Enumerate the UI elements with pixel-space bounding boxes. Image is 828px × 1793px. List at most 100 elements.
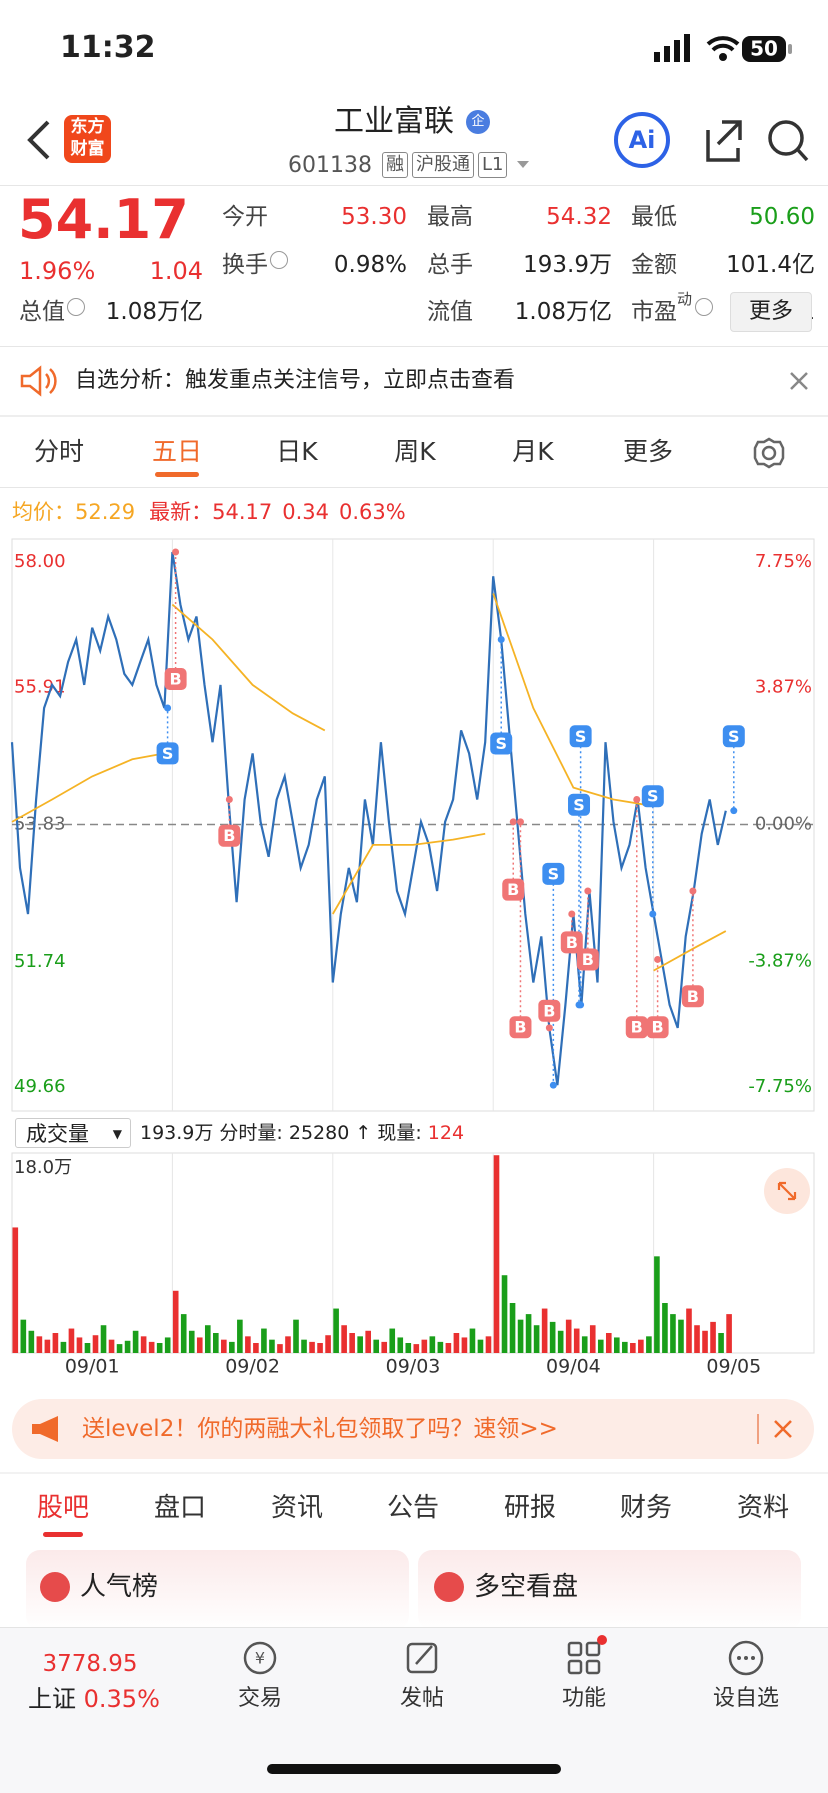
back-button[interactable] (24, 118, 54, 162)
card[interactable] (26, 1550, 409, 1630)
volume-selector[interactable]: 成交量 ▼ (15, 1118, 131, 1148)
period-tab[interactable]: 周K (394, 437, 436, 466)
ad-text[interactable]: 送level2！你的两融大礼包领取了吗？速领>> (82, 1416, 558, 1442)
share-button[interactable] (706, 120, 742, 162)
volume-bar (429, 1336, 436, 1353)
index-row[interactable]: 上证 0.35% (28, 1679, 160, 1719)
more-button[interactable]: 更多 (730, 292, 812, 332)
info-icon[interactable] (270, 251, 288, 269)
marker-dot (654, 955, 662, 963)
field-label: 换手 (222, 252, 268, 278)
marker-label: S (573, 795, 585, 814)
volume-bar (229, 1341, 235, 1353)
nav-label[interactable]: 交易 (237, 1686, 282, 1711)
volume-bar (493, 1155, 500, 1353)
badge: 企 (466, 110, 490, 134)
ad-banner[interactable] (12, 1399, 814, 1459)
volume-bar (237, 1319, 243, 1353)
nav-label[interactable]: 设自选 (712, 1686, 779, 1711)
y-tick-label: 58.00 (14, 551, 66, 572)
nav-label[interactable]: 发帖 (399, 1686, 444, 1711)
section-tab[interactable]: 资讯 (270, 1493, 323, 1523)
x-tick-label: 09/03 (386, 1356, 441, 1378)
nav-icon[interactable] (564, 1635, 608, 1682)
period-tab[interactable]: 分时 (33, 437, 84, 466)
volume-bar (341, 1325, 347, 1353)
volume-bar (646, 1336, 652, 1353)
settings-button[interactable] (752, 436, 786, 470)
card-title: 多空看盘 (474, 1572, 579, 1602)
section-tab[interactable]: 研报 (503, 1493, 556, 1523)
card[interactable] (418, 1550, 801, 1630)
period-tab[interactable]: 更多 (622, 437, 673, 466)
field-label: 最低 (631, 204, 677, 230)
marker-label: B (543, 1001, 555, 1020)
info-icon[interactable] (67, 298, 85, 316)
dropdown-caret[interactable] (511, 158, 535, 172)
nav-label[interactable]: 功能 (561, 1686, 606, 1711)
stock-tag: 沪股通 (411, 152, 474, 178)
y-tick-label: 18.0万 (14, 1157, 72, 1178)
search-button[interactable] (768, 120, 804, 156)
nav-icon[interactable]: ¥ (240, 1638, 284, 1682)
period-tab[interactable]: 月K (512, 437, 554, 466)
volume-bar (541, 1308, 548, 1353)
info-icon[interactable] (695, 298, 713, 316)
x-tick-label: 09/04 (546, 1356, 601, 1378)
volume-bar (68, 1328, 75, 1353)
expand-button[interactable] (764, 1168, 810, 1214)
notice-text[interactable]: 自选分析：触发重点关注信号，立即点击查看 (75, 368, 516, 393)
volume-bar (156, 1343, 163, 1353)
field-value: 101.4亿 (726, 252, 815, 278)
close-button[interactable] (788, 370, 810, 392)
volume-total: 193.9万 (140, 1122, 214, 1144)
marker-label: S (647, 787, 659, 806)
ad-divider (757, 1414, 759, 1444)
card-icon (434, 1572, 464, 1602)
volume-bar (614, 1337, 620, 1353)
marker-badge (490, 732, 513, 755)
section-tab[interactable]: 公告 (386, 1493, 439, 1523)
ad-close[interactable] (773, 1419, 793, 1439)
volume-bar (581, 1336, 588, 1353)
marker-dot (584, 887, 592, 895)
volume-bar (293, 1319, 299, 1353)
marker-dot (516, 818, 524, 826)
period-tab[interactable]: 日K (276, 437, 318, 466)
section-tab[interactable]: 资料 (736, 1493, 789, 1523)
section-tab[interactable]: 盘口 (153, 1493, 206, 1523)
volume-bar (557, 1330, 564, 1353)
stock-tag: L1 (477, 152, 508, 178)
volume-bar (325, 1335, 331, 1353)
volume-bar (654, 1256, 660, 1353)
volume-bar (213, 1333, 219, 1353)
volume-bar (702, 1330, 708, 1353)
y2-tick-label: -7.75% (748, 1076, 812, 1097)
marker-label: B (566, 933, 578, 952)
section-tab[interactable]: 财务 (619, 1493, 672, 1523)
ai-button[interactable] (614, 112, 670, 168)
status-icons: 50 (654, 34, 792, 62)
volume-bar (445, 1343, 452, 1353)
y2-tick-label: 7.75% (755, 551, 812, 572)
volume-bar (638, 1339, 644, 1353)
field-value: 50.60 (749, 204, 815, 230)
volume-bar (453, 1333, 460, 1353)
nav-icon[interactable] (402, 1638, 446, 1682)
marker-dot (577, 1001, 585, 1009)
index-value[interactable]: 3778.95 (42, 1651, 138, 1677)
last-change: 0.34 (282, 500, 330, 524)
section-tab[interactable]: 股吧 (36, 1493, 89, 1523)
logo-text: 财富 (70, 139, 105, 159)
nav-icon[interactable] (726, 1638, 770, 1682)
volume-bar (204, 1325, 211, 1353)
marker-badge (560, 931, 583, 954)
volume-bar (501, 1275, 508, 1353)
volume-bar (52, 1333, 59, 1353)
volume-bar (164, 1337, 171, 1353)
period-tab[interactable]: 五日 (151, 437, 202, 466)
volume-bar (670, 1314, 676, 1353)
volume-bar (253, 1343, 259, 1353)
volume-bar (381, 1341, 388, 1353)
y-tick-label: 53.83 (14, 814, 66, 835)
